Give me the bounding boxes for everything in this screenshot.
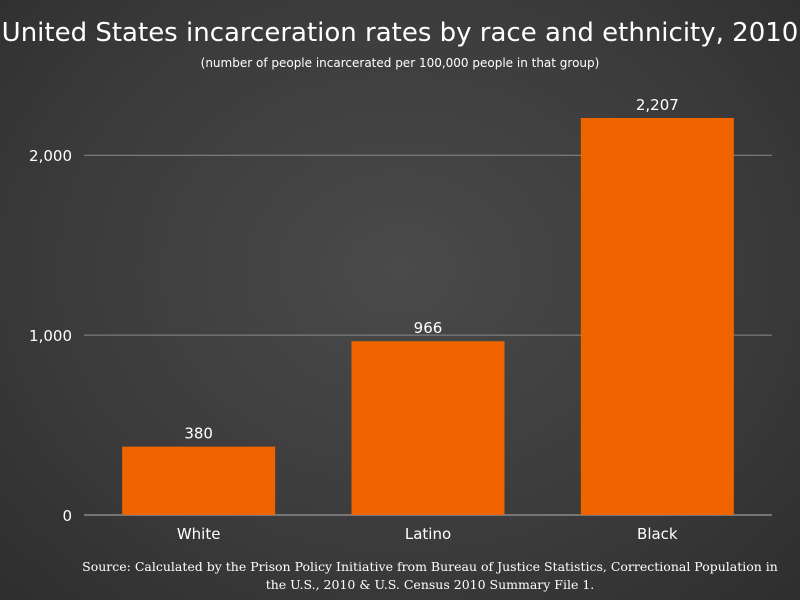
value-label-white: 380 (184, 425, 213, 443)
y-tick-label-1000: 1,000 (29, 327, 72, 345)
x-tick-label-latino: Latino (405, 525, 451, 543)
y-tick-label-2000: 2,000 (29, 147, 72, 165)
x-tick-label-white: White (177, 525, 221, 543)
chart-subtitle: (number of people incarcerated per 100,0… (200, 56, 600, 70)
source-line-2: the U.S., 2010 & U.S. Census 2010 Summar… (265, 577, 595, 592)
source-line-1: Source: Calculated by the Prison Policy … (82, 559, 778, 574)
bar-black (580, 118, 734, 515)
source-note: Source: Calculated by the Prison Policy … (60, 558, 800, 594)
bar-latino (351, 341, 505, 515)
x-tick-label-black: Black (637, 525, 678, 543)
y-tick-label-0: 0 (62, 507, 72, 525)
value-label-latino: 966 (414, 319, 443, 337)
bar-white (122, 446, 276, 515)
value-label-black: 2,207 (636, 96, 679, 114)
chart-title: United States incarceration rates by rac… (1, 18, 799, 48)
